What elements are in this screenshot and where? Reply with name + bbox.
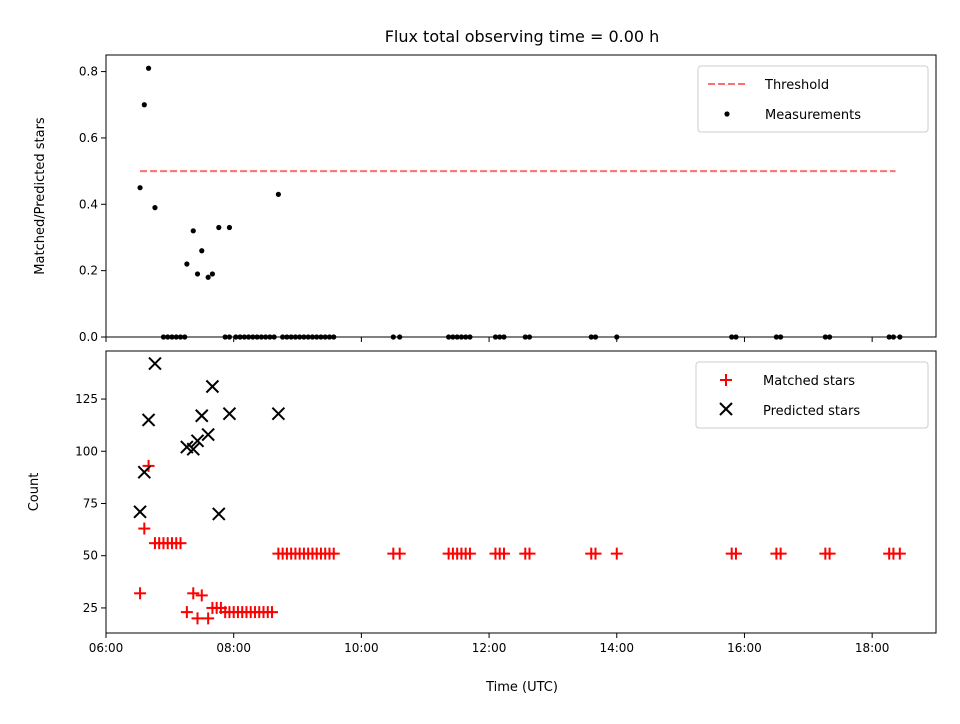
bottom-axes-frame: [105, 350, 937, 634]
legend-threshold-label: Threshold: [764, 78, 829, 93]
top-x-axis: [105, 337, 873, 342]
x-tick-label: 06:00: [89, 641, 124, 655]
bottom-legend: Matched stars Predicted stars: [695, 361, 929, 429]
matched-star-point: [610, 547, 623, 560]
x-tick-label: 16:00: [727, 641, 762, 655]
legend-predicted-label: Predicted stars: [763, 404, 860, 419]
matched-star-point: [463, 547, 476, 560]
predicted-star-point: [190, 434, 205, 448]
x-axis-label: Time (UTC): [485, 680, 558, 695]
y-tick-label: 100: [75, 444, 98, 458]
x-tick-label: 08:00: [216, 641, 251, 655]
matched-star-point: [774, 547, 787, 560]
x-tick-label: 18:00: [855, 641, 890, 655]
matched-star-point: [202, 612, 215, 625]
matched-star-point: [266, 606, 278, 619]
legend-predicted-swatch: [719, 402, 733, 416]
top-legend: Threshold Measurements: [697, 65, 929, 133]
top-panel: 0.00.20.40.60.8 Matched/Predicted stars …: [33, 54, 937, 344]
matched-star-point: [523, 547, 536, 560]
measurement-point: [194, 271, 201, 277]
matched-star-point: [823, 547, 836, 560]
legend-measurements-label: Measurements: [765, 108, 861, 123]
x-tick-label: 14:00: [599, 641, 634, 655]
y-tick-label: 125: [75, 392, 98, 406]
measurement-point: [209, 271, 216, 277]
matched-star-point: [187, 587, 200, 600]
top-legend-frame: [697, 65, 929, 133]
predicted-star-point: [133, 505, 147, 519]
legend-matched-swatch: [720, 374, 732, 386]
y-tick-label: 0.8: [79, 65, 98, 79]
bottom-y-axis: 25 50 75 100 125: [75, 392, 106, 615]
matched-star-point: [174, 537, 187, 550]
bottom-legend-frame: [695, 361, 929, 429]
measurement-point: [226, 224, 233, 231]
matched-star-point: [497, 547, 510, 560]
bottom-plot-area: [133, 356, 906, 625]
measurement-point: [199, 248, 205, 254]
measurement-point: [205, 274, 211, 280]
y-tick-label: 0.4: [79, 197, 98, 211]
matched-star-point: [195, 589, 208, 602]
predicted-star-point: [205, 379, 220, 394]
top-y-axis-label: Matched/Predicted stars: [33, 117, 48, 275]
measurement-point: [275, 191, 281, 197]
x-tick-label: 12:00: [472, 641, 507, 655]
y-tick-label: 50: [83, 549, 98, 563]
bottom-panel: 25 50 75 100 125 06:00 08:00 10:00 12:00 14:00 16…: [27, 350, 937, 695]
measurement-point: [145, 65, 152, 71]
measurement-point: [216, 224, 222, 231]
top-y-axis: 0.0 0.2 0.4 0.6 0.8: [79, 65, 106, 344]
matched-star-point: [327, 547, 340, 560]
predicted-star-point: [186, 442, 200, 456]
bottom-x-axis: 06:00 08:00 10:00 12:00 14:00 16:00 18:00: [89, 633, 890, 655]
measurement-point: [184, 261, 190, 267]
top-axes-frame: [105, 54, 937, 338]
predicted-star-point: [222, 406, 237, 421]
x-tick-label: 10:00: [344, 641, 379, 655]
bottom-y-axis-label: Count: [27, 473, 42, 512]
chart-title: Flux total observing time = 0.00 h: [385, 27, 660, 46]
matched-star-point: [138, 522, 151, 535]
predicted-star-point: [212, 507, 226, 521]
measurement-point: [190, 228, 196, 234]
predicted-star-point: [195, 409, 209, 423]
matched-star-point: [589, 547, 602, 560]
predicted-star-point: [201, 427, 215, 442]
matched-star-point: [134, 587, 147, 600]
y-tick-label: 0.2: [79, 264, 98, 278]
matched-star-point: [893, 547, 906, 560]
predicted-star-point: [137, 465, 152, 479]
predicted-star-point: [148, 356, 162, 371]
y-tick-label: 0.6: [79, 131, 98, 145]
matched-star-point: [180, 606, 193, 619]
matched-star-point: [729, 547, 742, 560]
predicted-star-point: [271, 406, 286, 421]
matched-star-point: [142, 459, 155, 472]
matched-star-point: [191, 612, 204, 625]
legend-measurements-swatch: [724, 111, 730, 117]
y-tick-label: 0.0: [79, 330, 98, 344]
legend-matched-label: Matched stars: [763, 374, 855, 389]
measurement-point: [152, 205, 158, 211]
measurement-point: [141, 102, 147, 108]
predicted-star-point: [141, 413, 156, 427]
y-tick-label: 25: [83, 601, 98, 615]
measurement-point: [137, 185, 143, 191]
y-tick-label: 75: [83, 496, 98, 510]
matched-star-point: [393, 547, 406, 560]
